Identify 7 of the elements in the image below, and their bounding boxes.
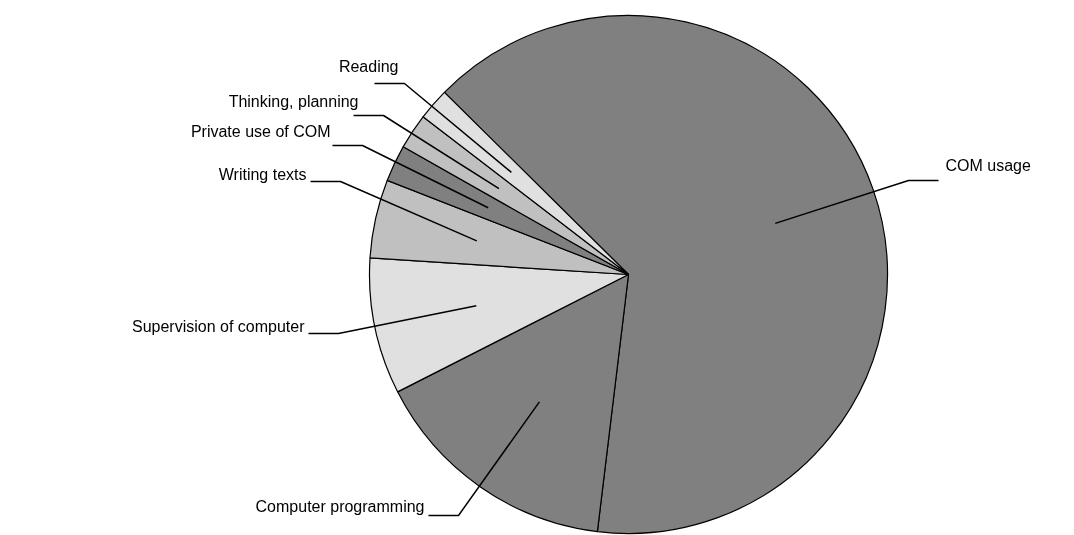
slice-label: Private use of COM xyxy=(190,123,331,140)
slice-label: Computer programming xyxy=(255,498,425,515)
slice-label: Supervision of computer xyxy=(131,318,306,335)
slice-label: Thinking, planning xyxy=(228,93,359,110)
slice-label: Reading xyxy=(338,58,399,75)
slice-label: COM usage xyxy=(945,157,1031,174)
slice-label: Writing texts xyxy=(218,166,307,183)
